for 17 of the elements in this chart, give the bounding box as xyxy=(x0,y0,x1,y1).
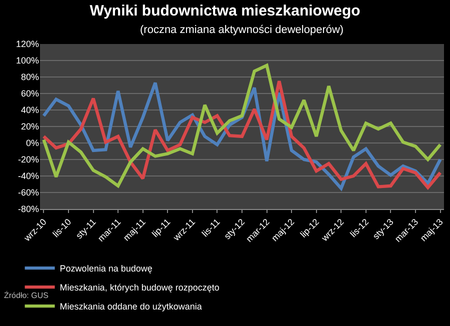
y-tick-label: 40% xyxy=(20,105,39,116)
y-tick-label: -80% xyxy=(18,204,39,214)
y-tick-label: 20% xyxy=(20,122,39,132)
legend-label: Mieszkania, których budowę rozpoczęto xyxy=(60,282,220,293)
y-tick-label: 60% xyxy=(20,88,39,99)
y-tick-label: -40% xyxy=(18,171,39,182)
chart-subtitle: (roczna zmiana aktywności deweloperów) xyxy=(140,24,344,36)
y-tick-label: -20% xyxy=(18,154,39,165)
y-tick-label: -60% xyxy=(18,188,39,198)
y-tick-label: 80% xyxy=(20,72,39,82)
text: Źródło: GUS xyxy=(4,291,48,300)
legend-label: Pozwolenia na budowę xyxy=(60,264,152,274)
chart-title: Wyniki budownictwa mieszkaniowego xyxy=(90,2,360,20)
legend-label: Mieszkania oddane do użytkowania xyxy=(60,302,202,312)
y-tick-label: 120% xyxy=(16,39,39,50)
y-tick-label: 100% xyxy=(16,56,39,66)
y-tick-label: 0% xyxy=(26,138,39,148)
